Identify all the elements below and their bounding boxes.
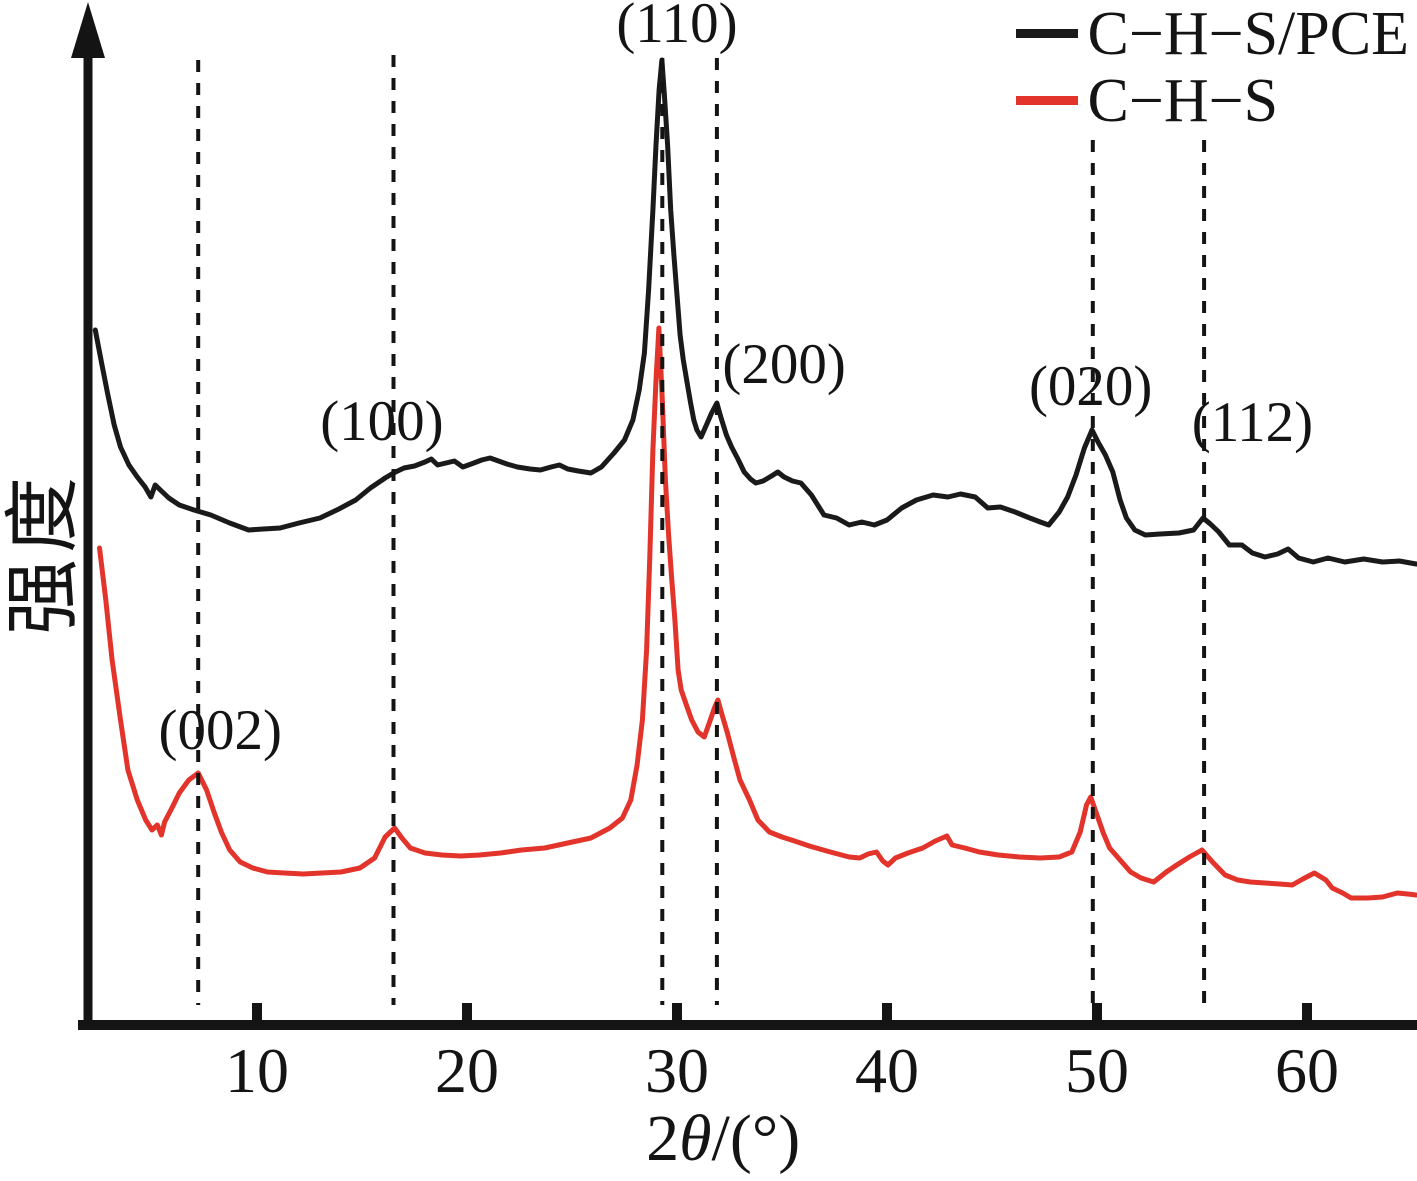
x-tick-label: 50 — [1065, 1035, 1129, 1106]
y-axis-arrow-icon — [71, 2, 105, 58]
x-tick-label: 20 — [435, 1035, 499, 1106]
x-axis-title: 2θ/(°) — [646, 1102, 800, 1175]
peak-annotation: (112) — [1192, 391, 1313, 454]
x-tick-label: 10 — [225, 1035, 289, 1106]
x-tick-label: 40 — [855, 1035, 919, 1106]
x-tick-label: 30 — [645, 1035, 709, 1106]
series-chs-curve — [97, 325, 1417, 901]
legend: C−H−S/PCE C−H−S — [1015, 0, 1409, 135]
legend-line-black — [1015, 29, 1078, 38]
peak-annotation: (110) — [616, 0, 737, 55]
legend-label-chs: C−H−S — [1087, 66, 1279, 135]
legend-item-chs-pce: C−H−S/PCE — [1015, 0, 1409, 68]
peak-annotation: (100) — [320, 390, 443, 453]
y-axis-title: 强度 — [2, 471, 86, 635]
x-tick-label: 60 — [1275, 1035, 1339, 1106]
legend-item-chs: C−H−S — [1015, 66, 1409, 135]
series-chs-pce-curve — [92, 57, 1417, 567]
peak-annotation: (200) — [722, 333, 845, 396]
legend-line-red — [1015, 96, 1078, 105]
peak-annotation: (002) — [159, 699, 282, 762]
legend-label-chs-pce: C−H−S/PCE — [1087, 0, 1409, 68]
peak-annotation: (020) — [1029, 355, 1152, 418]
